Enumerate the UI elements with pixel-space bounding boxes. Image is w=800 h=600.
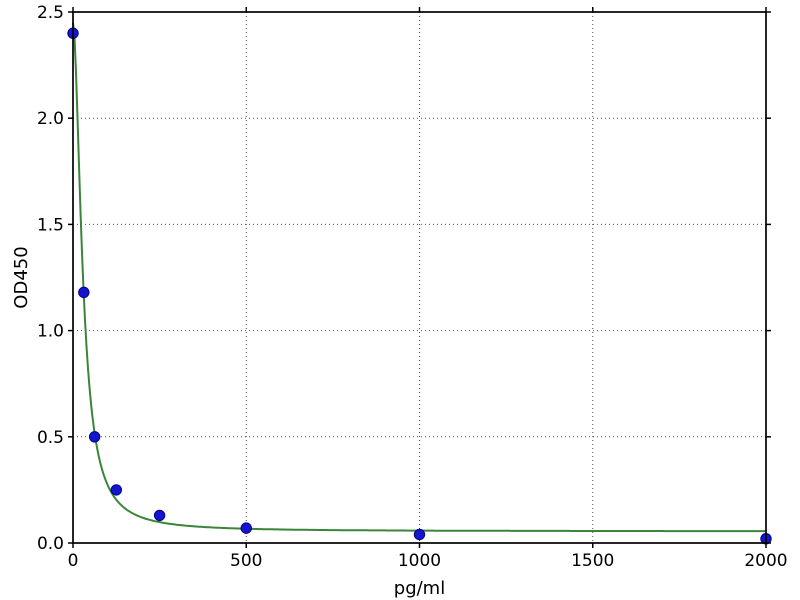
y-tick-label: 2.5 [37, 3, 64, 23]
data-point [413, 528, 426, 541]
data-point [153, 509, 166, 522]
x-tick-label: 2000 [744, 551, 787, 571]
y-tick-label: 0.5 [37, 428, 64, 448]
data-point [88, 431, 101, 443]
y-tick-label: 1.0 [37, 322, 64, 342]
x-tick-label: 500 [230, 551, 262, 571]
data-point [78, 286, 90, 299]
x-tick-label: 1500 [571, 551, 614, 571]
plot-area [73, 12, 766, 543]
y-tick-label: 0.0 [37, 534, 64, 554]
x-axis-label: pg/ml [394, 578, 445, 599]
data-point [110, 484, 123, 496]
y-tick-label: 1.5 [37, 215, 64, 235]
x-tick-label: 1000 [398, 551, 441, 571]
data-point [240, 522, 252, 534]
y-axis-label: OD450 [11, 246, 32, 308]
y-tick-label: 2.0 [37, 109, 64, 129]
x-tick-label: 0 [68, 551, 79, 571]
